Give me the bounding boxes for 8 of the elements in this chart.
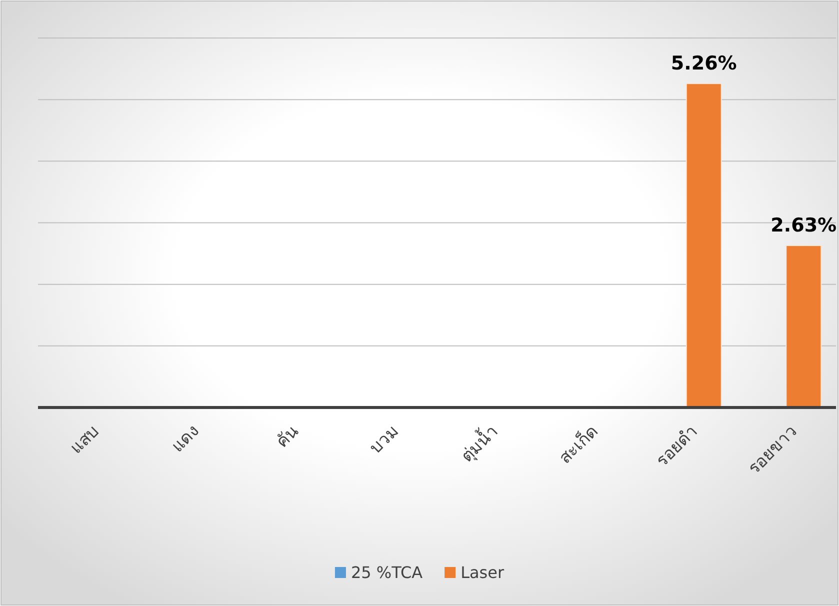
data-label: 2.63% <box>770 214 837 237</box>
x-tick-label: แสบ <box>66 421 104 458</box>
legend-label: 25 %TCA <box>350 563 423 582</box>
x-tick-label: แดง <box>168 421 204 457</box>
x-tick-label: บวม <box>366 421 403 458</box>
x-tick-label: คัน <box>272 421 303 452</box>
data-label: 5.26% <box>670 52 737 75</box>
legend-label: Laser <box>460 563 504 582</box>
